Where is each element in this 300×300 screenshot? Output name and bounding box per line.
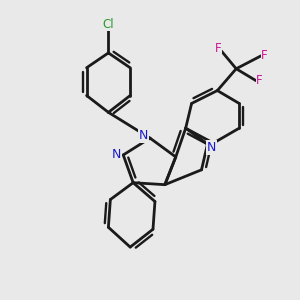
Text: N: N <box>112 148 122 161</box>
Text: Cl: Cl <box>103 18 114 31</box>
Text: F: F <box>256 74 263 87</box>
Text: N: N <box>207 141 217 154</box>
Text: F: F <box>261 50 268 62</box>
Text: F: F <box>214 42 221 55</box>
Text: N: N <box>139 129 148 142</box>
